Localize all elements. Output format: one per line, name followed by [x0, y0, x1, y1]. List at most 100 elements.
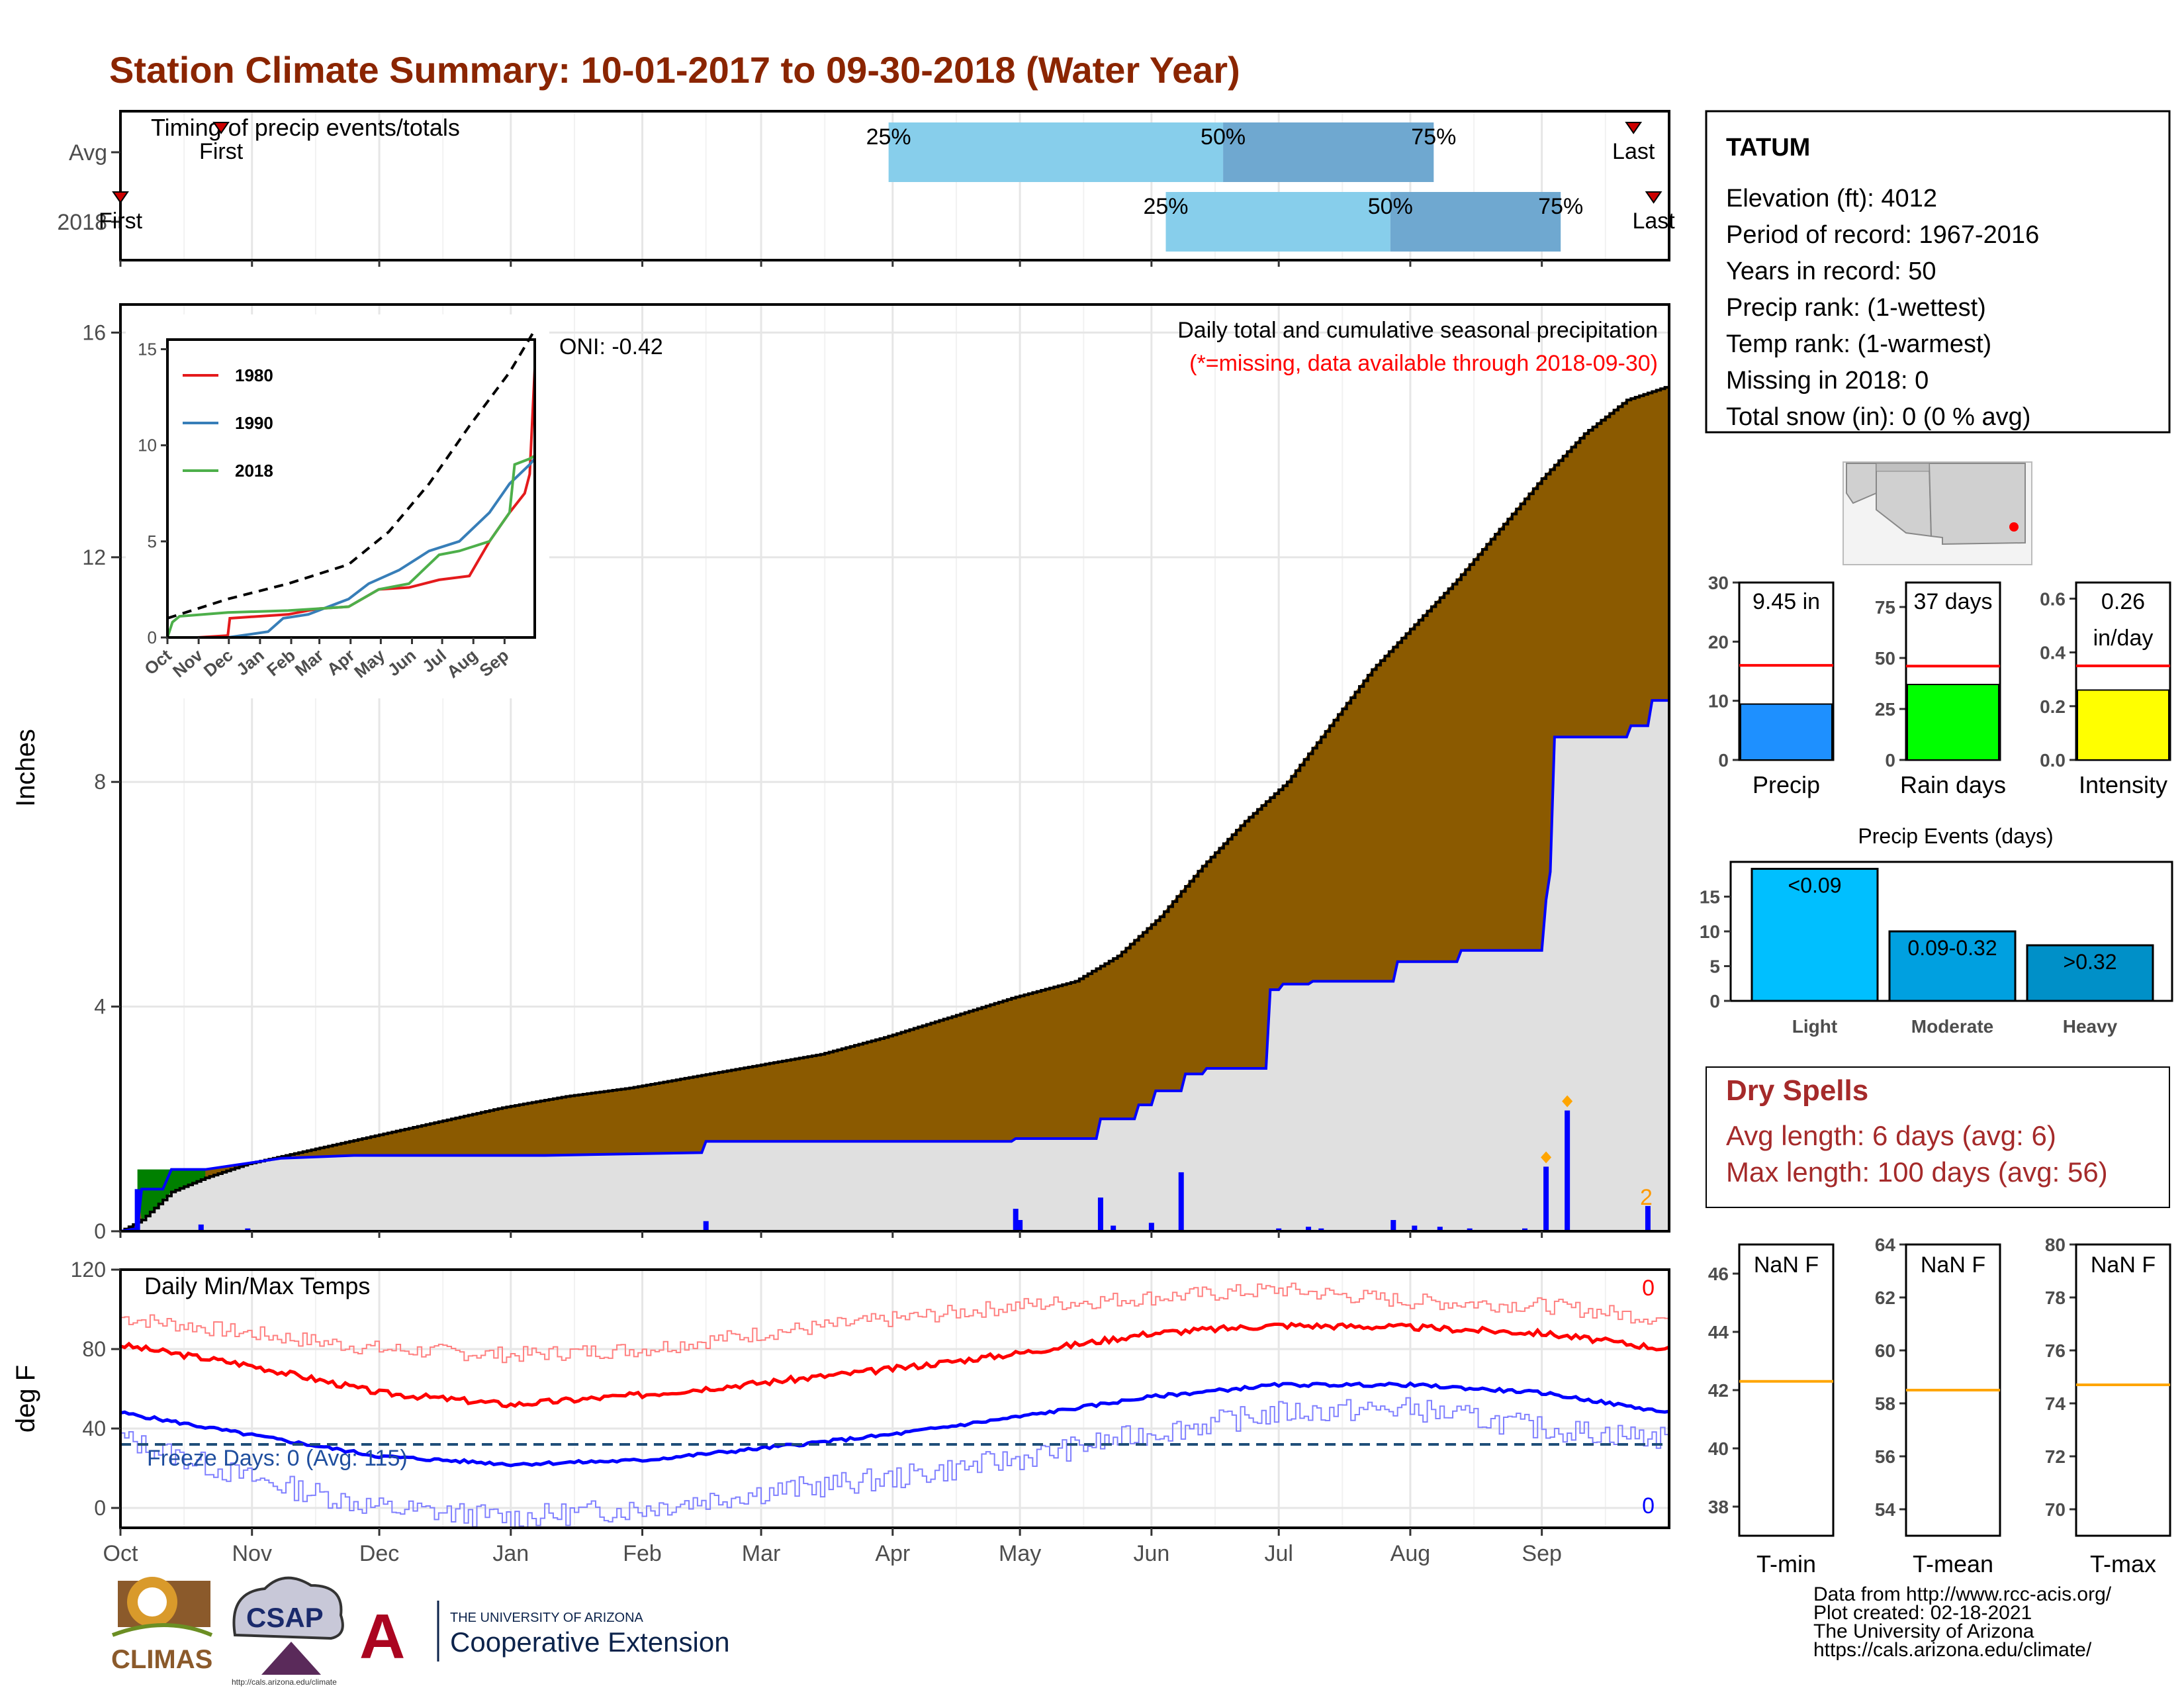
precip-events-title: Precip Events (days)	[1858, 824, 2053, 848]
temp-gauge-y-tick-label: 78	[2045, 1288, 2066, 1308]
inset-legend-label: 1980	[235, 365, 273, 385]
temp-y-tick-label: 80	[82, 1337, 106, 1361]
dry-spells-title: Dry Spells	[1726, 1074, 1868, 1107]
daily-precip-bar	[1178, 1172, 1184, 1231]
timing-bar-25-50	[1165, 192, 1390, 252]
temp-gauge-y-tick-label: 70	[2045, 1499, 2066, 1520]
page-title: Station Climate Summary: 10-01-2017 to 0…	[109, 49, 1240, 91]
station-location-marker	[2009, 522, 2019, 532]
heavy-event-marker	[1541, 1151, 1552, 1164]
month-tick-label: Dec	[359, 1541, 399, 1566]
month-tick-label: Oct	[103, 1541, 138, 1566]
inset-background	[126, 314, 549, 698]
temp-gauge-y-tick-label: 54	[1875, 1499, 1896, 1520]
dry-spells-frame	[1706, 1066, 2170, 1208]
temp-gauge-frame	[1738, 1243, 1835, 1537]
gauge-bar	[2077, 689, 2169, 761]
ua-logo: A THE UNIVERSITY OF ARIZONA Cooperative …	[359, 1601, 730, 1672]
daily-precip-bar	[1017, 1220, 1023, 1231]
temp-gauge-value: NaN F	[2091, 1252, 2156, 1278]
precip-y-axis: 0 4 8 12 16	[82, 320, 120, 1243]
temp-gauge-value: NaN F	[1754, 1252, 1819, 1278]
events-bar	[1751, 868, 1879, 1002]
precip-y-tick-label: 8	[94, 770, 106, 794]
gauge-label: Intensity	[2079, 771, 2167, 798]
heavy-event-marker	[1562, 1095, 1573, 1107]
oni-label: ONI: -0.42	[559, 334, 663, 359]
inset-1980-line	[167, 368, 536, 639]
climas-logo-inner	[138, 1587, 167, 1617]
month-tick-label: Aug	[1390, 1541, 1431, 1566]
temp-gauge-value: NaN F	[1921, 1252, 1985, 1278]
month-tick-label: Jul	[1264, 1541, 1293, 1566]
temp-gauge-y-tick-label: 80	[2045, 1235, 2066, 1255]
temp-gauge-y-tick-label: 38	[1708, 1497, 1729, 1517]
timing-rows: Avg 25% 50% 75% First Last 2018 25% 50% 75% First L…	[57, 122, 1675, 252]
daily-precip-bar	[1467, 1228, 1473, 1231]
temp-gauge-y-tick-label: 64	[1875, 1235, 1896, 1255]
gauge-y-tick-label: 50	[1875, 648, 1895, 669]
csap-cloud	[232, 1576, 344, 1640]
bar-gauges: 0 10 20 30 9.45 in Precip 0 25 50 75 37 days Rain d…	[1708, 573, 2171, 798]
gauge-y-tick-label: 20	[1708, 632, 1729, 652]
events-bar	[2026, 944, 2154, 1002]
temp-gauge-y-tick-label: 42	[1708, 1380, 1729, 1401]
gauge-bar	[1740, 703, 1833, 761]
last-event-marker	[1625, 122, 1643, 134]
events-y-tick-label: 10	[1700, 921, 1720, 942]
temp-gauges: 38 40 42 44 46 NaN F T-min 54 56 58 60 62 64 NaN F T-m…	[1708, 1235, 2171, 1577]
precip-y-tick-label: 12	[82, 545, 106, 569]
footer-credits: Data from http://www.rcc-acis.org/ Plot …	[1813, 1583, 2112, 1661]
last-event-label: Last	[1632, 209, 1675, 234]
footer-line4: https://cals.arizona.edu/climate/	[1813, 1639, 2092, 1661]
daily-precip-bar	[1148, 1223, 1154, 1231]
temp-gauge-y-tick-label: 46	[1708, 1264, 1729, 1284]
month-tick-label: Nov	[232, 1541, 272, 1566]
timing-percentile-label: 25%	[1143, 194, 1188, 219]
first-event-marker	[112, 191, 129, 204]
gauge-label: Rain days	[1900, 771, 2006, 798]
inset-legend: 1980 1990 2018	[183, 365, 273, 481]
precip-caption: Daily total and cumulative seasonal prec…	[1177, 318, 1658, 343]
timing-bar-25-50	[888, 122, 1224, 182]
gauge-y-tick-label: 0.0	[2040, 750, 2066, 771]
temp-gauge-label: T-mean	[1913, 1550, 1993, 1577]
station-elevation: Elevation (ft): 4012	[1726, 185, 1937, 212]
daily-precip-bar	[1276, 1228, 1282, 1231]
station-snow: Total snow (in): 0 (0 % avg)	[1726, 403, 2030, 431]
precip-events-chart: Precip Events (days) 0 5 10 15 <0.09 Light 0.0…	[1700, 824, 2173, 1037]
precip-y-tick-label: 4	[94, 995, 106, 1019]
csap-mountain	[261, 1642, 321, 1675]
events-plot: 0 5 10 15 <0.09 Light 0.09-0.32 Moderate >0.32 He…	[1700, 861, 2173, 1037]
gauge-y-tick-label: 0	[1718, 750, 1729, 771]
temp-gauge-y-tick-label: 60	[1875, 1340, 1895, 1361]
events-x-label: Heavy	[2063, 1016, 2118, 1037]
temp-min-missing: 0	[1642, 1493, 1655, 1519]
timing-row-label: 2018	[57, 210, 107, 235]
temp-y-tick-label: 0	[94, 1496, 106, 1520]
events-bar-text: >0.32	[2064, 950, 2117, 974]
timing-percentile-label: 25%	[866, 124, 911, 150]
avg-cumulative-line	[120, 386, 1670, 1233]
inset-2018-line	[166, 454, 535, 638]
month-tick-label: Jan	[492, 1541, 529, 1566]
gauge-value-text: 37 days	[1913, 589, 1992, 614]
station-info-frame	[1705, 110, 2171, 434]
temp-gauge-y-tick-label: 62	[1875, 1288, 1895, 1308]
temp-gauge-label: T-min	[1756, 1550, 1816, 1577]
ua-a-icon: A	[359, 1601, 405, 1672]
timing-percentile-label: 75%	[1411, 124, 1456, 150]
avg-max-line	[120, 1321, 1670, 1409]
timing-percentile-label: 50%	[1368, 194, 1413, 219]
month-axis: Oct Nov Dec Jan Feb Mar Apr May Jun Jul Aug Sep	[103, 260, 1562, 1566]
timing-row-label: Avg	[69, 140, 107, 165]
gauge-bar	[1907, 684, 1999, 761]
gauge-y-tick-label: 10	[1708, 691, 1729, 712]
events-y-tick-label: 0	[1709, 991, 1720, 1011]
timing-bar-50-75	[1223, 122, 1434, 182]
station-temp-rank: Temp rank: (1-warmest)	[1726, 330, 1991, 358]
month-tick-label: Apr	[875, 1541, 910, 1566]
temp-gauge-y-tick-label: 56	[1875, 1446, 1895, 1467]
temp-gauge-y-tick-label: 40	[1708, 1438, 1729, 1459]
